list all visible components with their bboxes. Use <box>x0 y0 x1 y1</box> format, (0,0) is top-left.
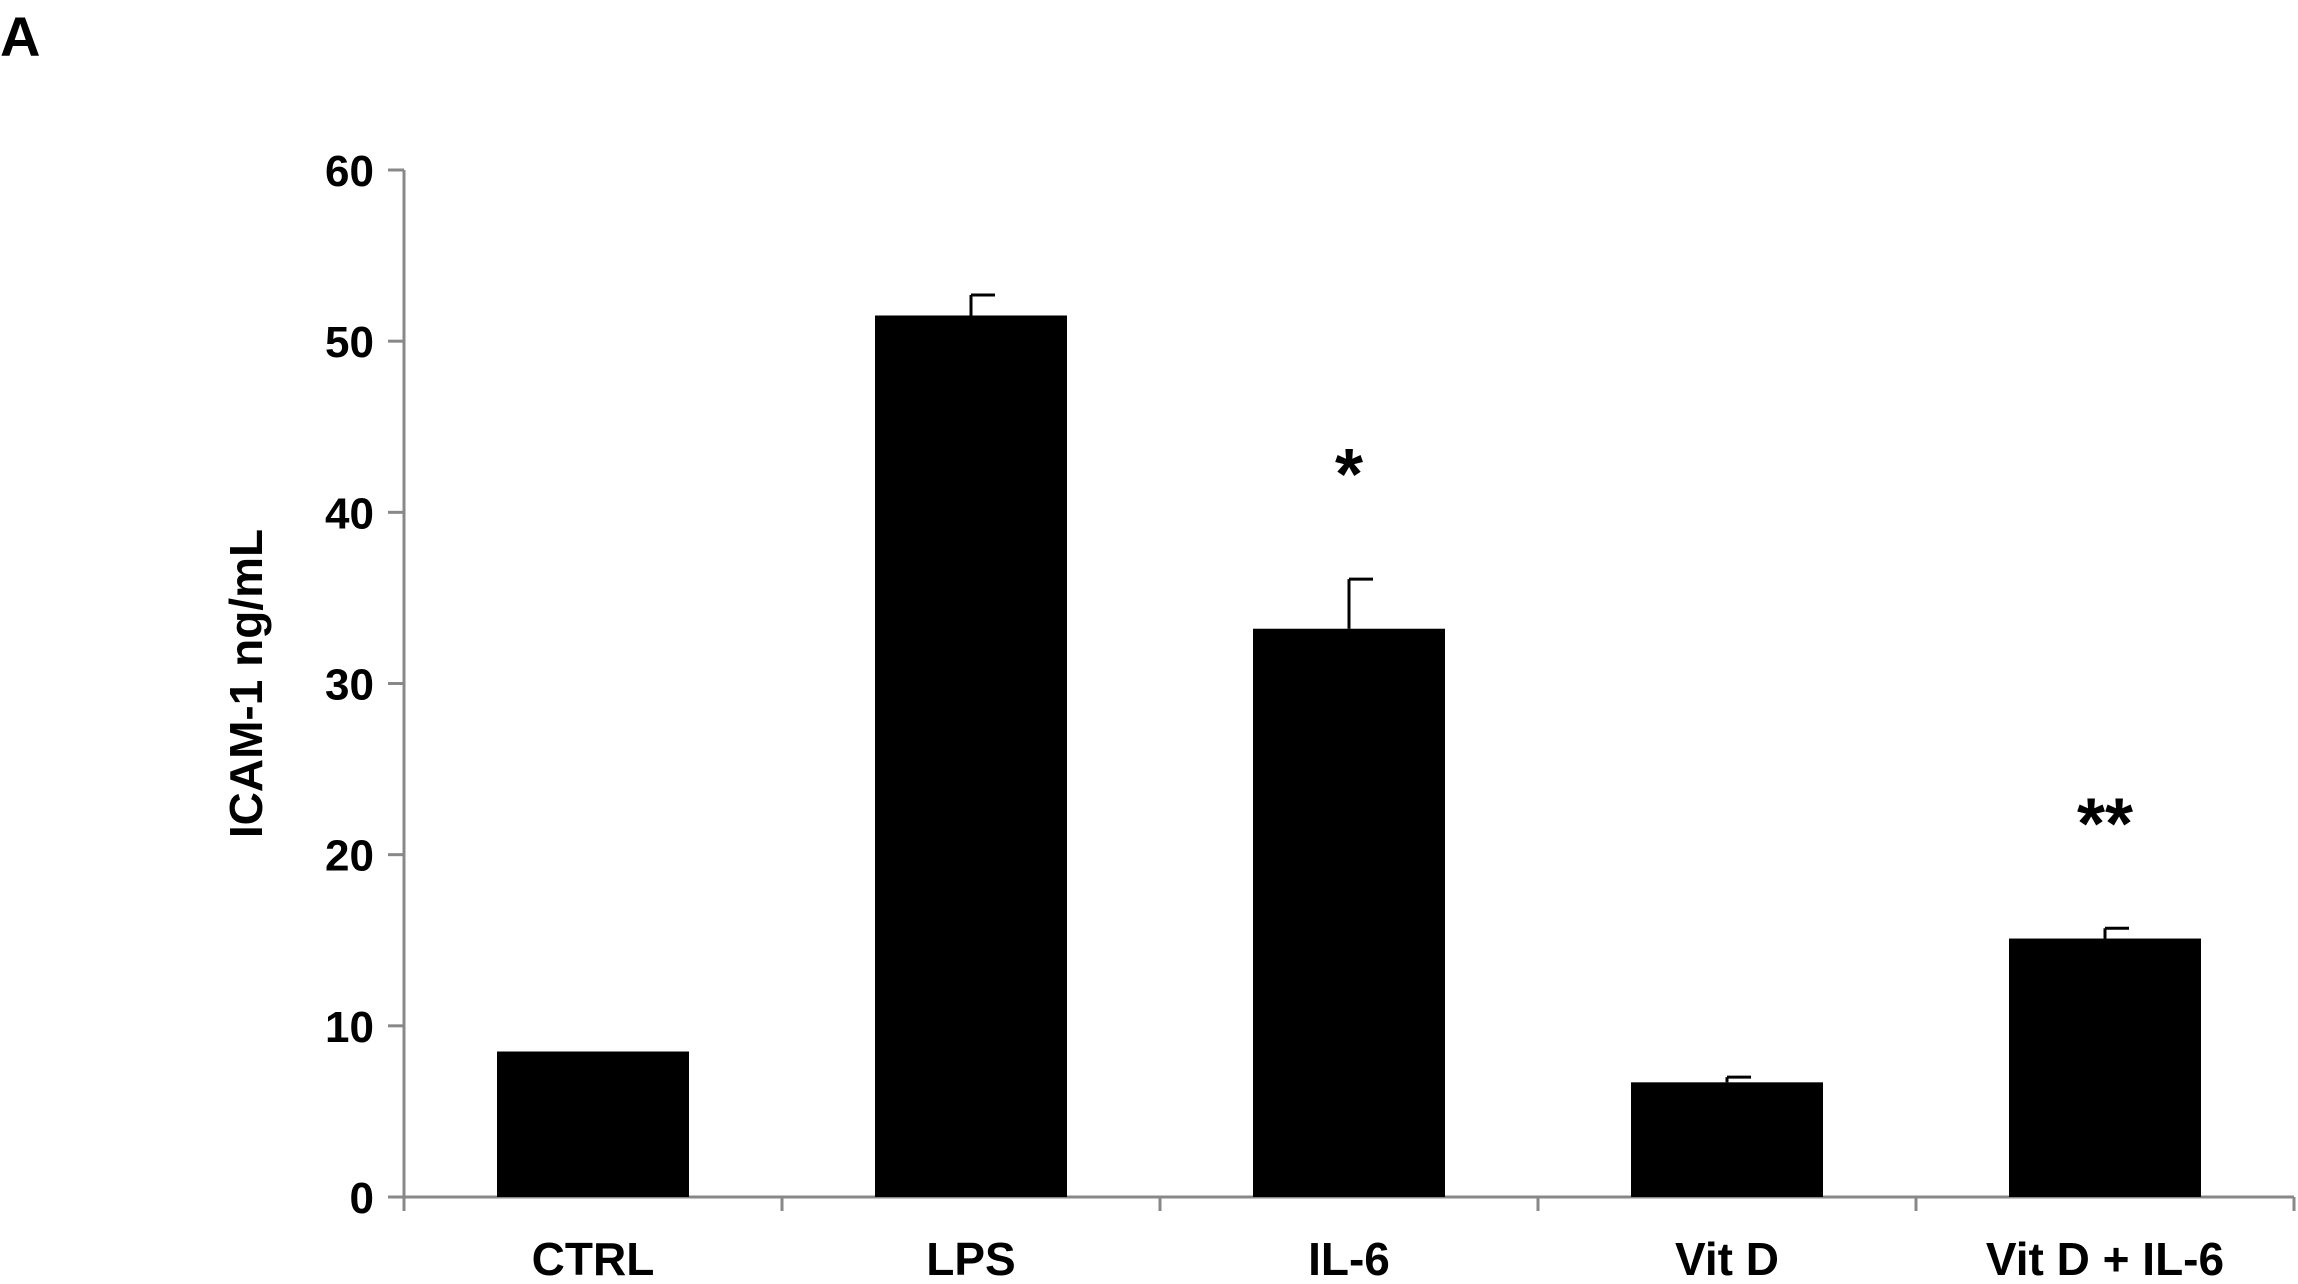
y-tick-label: 0 <box>350 1174 374 1223</box>
y-tick-label: 40 <box>325 489 374 538</box>
x-tick-label: CTRL <box>532 1233 655 1284</box>
significance-marker: ** <box>2077 784 2133 864</box>
panel-label: A <box>0 5 40 68</box>
significance-marker: * <box>1335 435 1363 515</box>
y-tick-label: 10 <box>325 1003 374 1052</box>
y-axis: 0 10 20 30 40 50 60 <box>325 147 406 1223</box>
bars: *** <box>497 293 2201 1197</box>
bar <box>2009 938 2201 1197</box>
y-tick-label: 30 <box>325 661 374 710</box>
y-tick-label: 20 <box>325 832 374 881</box>
x-tick-label: LPS <box>926 1233 1015 1284</box>
y-axis-label: ICAM-1 ng/mL <box>220 529 272 838</box>
bar <box>1253 628 1445 1197</box>
x-tick-label: IL-6 <box>1308 1233 1390 1284</box>
x-tick-label: Vit D <box>1675 1233 1779 1284</box>
y-tick-label: 50 <box>325 318 374 367</box>
bar <box>1631 1082 1823 1197</box>
y-tick-label: 60 <box>325 147 374 196</box>
bar <box>497 1051 689 1197</box>
x-axis: CTRL LPS IL-6 Vit D Vit D + IL-6 <box>402 1195 2296 1284</box>
bar <box>875 315 1067 1197</box>
x-tick-label: Vit D + IL-6 <box>1986 1233 2224 1284</box>
